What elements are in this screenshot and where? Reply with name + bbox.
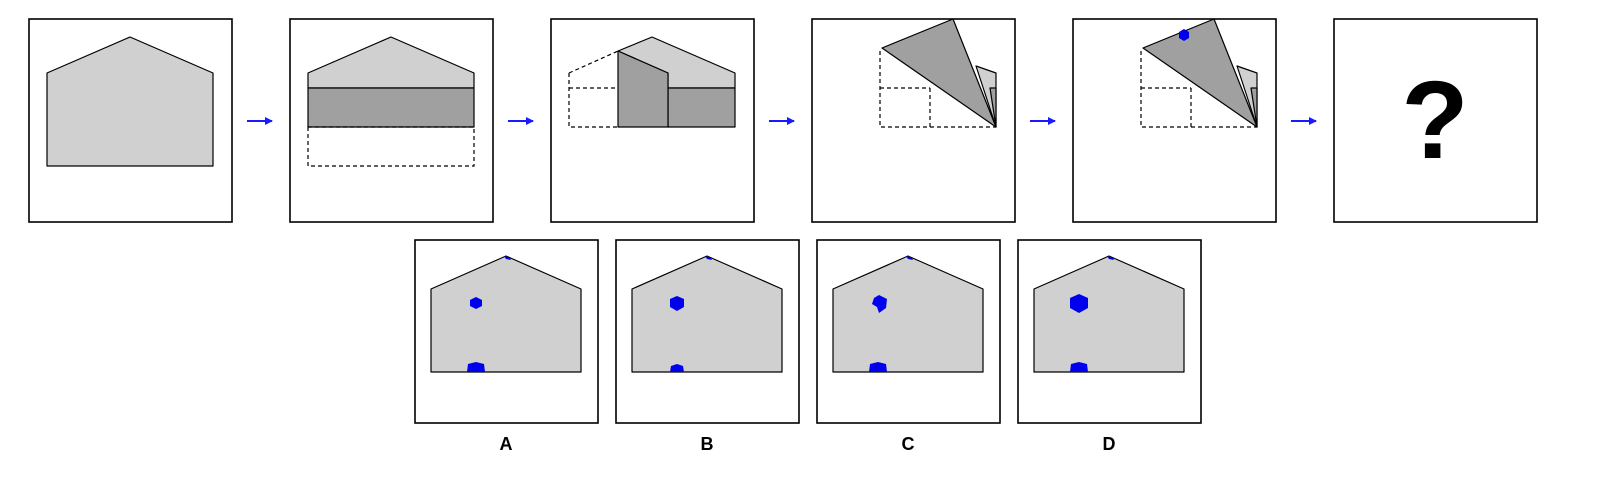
- step-6-question: ?: [1333, 18, 1538, 223]
- folding-sequence: ?: [28, 18, 1538, 223]
- paper-sheet: [46, 36, 214, 167]
- option-d-label: D: [1103, 434, 1116, 454]
- option-b[interactable]: B: [615, 239, 800, 454]
- hexagon-hole-icon: [705, 256, 712, 260]
- original-outline-dashed: [568, 50, 619, 128]
- hexagon-hole-icon: [670, 364, 684, 372]
- hexagon-hole-icon: [1070, 294, 1088, 313]
- step-3-left-fold: [550, 18, 755, 223]
- hexagon-hole-icon: [872, 295, 887, 313]
- folded-strip-right: [667, 87, 736, 128]
- folded-triangle-flap: [881, 18, 997, 128]
- step-1-unfolded-paper: [28, 18, 233, 223]
- hexagon-hole-icon: [906, 256, 913, 260]
- unfolded-paper: [832, 255, 984, 373]
- paper-remaining-layer: [989, 87, 997, 128]
- step-2-bottom-fold: [289, 18, 494, 223]
- option-c[interactable]: C: [816, 239, 1001, 454]
- option-c-label: C: [902, 434, 915, 454]
- original-outline-dashed: [307, 126, 475, 167]
- unfolded-paper: [631, 255, 783, 373]
- hexagon-hole-icon: [1179, 29, 1189, 41]
- paper-top-part: [307, 36, 475, 89]
- option-a[interactable]: A: [414, 239, 599, 454]
- hexagon-hole-icon: [1107, 256, 1114, 260]
- hexagon-hole-icon: [670, 296, 684, 311]
- step-5-punch-hole: [1072, 18, 1277, 223]
- hexagon-hole-icon: [1070, 362, 1088, 372]
- option-d[interactable]: D: [1017, 239, 1202, 454]
- hexagon-hole-icon: [504, 256, 511, 260]
- folded-strip: [307, 87, 475, 128]
- question-mark: ?: [1401, 59, 1468, 182]
- step-4-diagonal-fold: [811, 18, 1016, 223]
- paper-remaining-layer: [1250, 87, 1258, 128]
- option-a-label: A: [500, 434, 513, 454]
- unfolded-paper: [430, 255, 582, 373]
- unfolded-paper: [1033, 255, 1185, 373]
- hexagon-hole-icon: [869, 362, 887, 372]
- original-outline-dashed: [879, 51, 996, 128]
- step-6-frame: [1333, 18, 1538, 223]
- option-b-label: B: [701, 434, 714, 454]
- folded-left-flap: [617, 50, 669, 128]
- answer-options: A B C D: [414, 239, 1202, 454]
- original-outline-dashed: [1140, 51, 1257, 128]
- folded-triangle-flap: [1142, 18, 1258, 128]
- hexagon-hole-icon: [470, 297, 482, 309]
- hexagon-hole-icon: [467, 362, 485, 372]
